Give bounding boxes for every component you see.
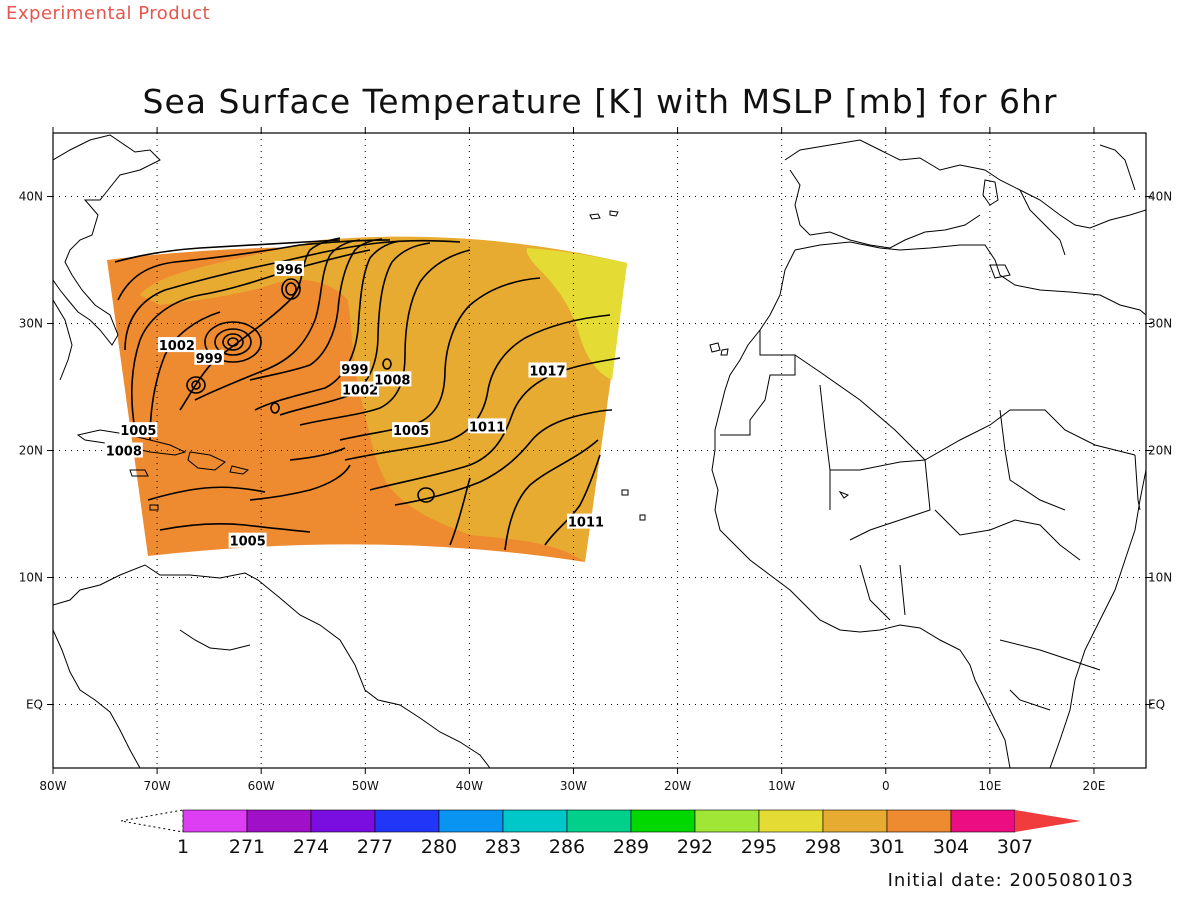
lat-tick-label-right: 30N <box>1148 317 1172 331</box>
pressure-labels: 9961002999999100210081017101110051005100… <box>104 260 605 550</box>
colorbar-bin <box>310 809 376 833</box>
colorbar-label: 274 <box>293 836 329 858</box>
colorbar-bin <box>822 809 888 833</box>
graticule <box>53 133 1146 768</box>
pressure-label: 1011 <box>468 418 507 435</box>
lat-tick-label-right: 10N <box>1148 571 1172 585</box>
lon-tick-label: 40W <box>456 779 483 793</box>
colorbar-label: 304 <box>933 836 969 858</box>
colorbar-label: 295 <box>741 836 777 858</box>
initial-date: Initial date: 2005080103 <box>887 870 1134 891</box>
colorbar-bin <box>886 809 952 833</box>
lon-tick-label: 20W <box>664 779 691 793</box>
pressure-label-text: 1011 <box>568 516 604 531</box>
lon-tick-label: 50W <box>352 779 379 793</box>
colorbar-label: 292 <box>677 836 713 858</box>
pressure-label-text: 1005 <box>393 424 429 439</box>
pressure-label-text: 1011 <box>469 420 505 435</box>
experimental-product-banner: Experimental Product <box>6 3 211 24</box>
pressure-label: 999 <box>194 349 224 367</box>
lat-tick-label: 20N <box>19 444 43 458</box>
colorbar-label: 271 <box>229 836 265 858</box>
lat-tick-label: 30N <box>19 317 43 331</box>
pressure-label: 1008 <box>373 371 412 388</box>
pressure-label: 1002 <box>157 337 196 354</box>
north-america-coast <box>53 134 161 346</box>
colorbar: 1 271 274 277 280 283 286 289 292 295 298 301 304 307 <box>120 809 1081 858</box>
pressure-label-text: 1008 <box>374 373 410 388</box>
colorbar-bin <box>438 809 504 833</box>
pressure-label-text: 1017 <box>529 364 565 379</box>
pressure-label-text: 1005 <box>230 535 266 550</box>
axis-ticks: 80W 70W 60W 50W 40W 30W 20W 10W 0 10E 20E EQ EQ 10N 10… <box>19 127 1172 793</box>
colorbar-label: 298 <box>805 836 841 858</box>
colorbar-label: 301 <box>869 836 905 858</box>
lon-tick-label: 20E <box>1083 779 1106 793</box>
colorbar-bin <box>950 809 1016 833</box>
lat-tick-label: EQ <box>26 698 43 712</box>
colorbar-over-arrow <box>1015 810 1081 832</box>
lon-tick-label: 10W <box>768 779 795 793</box>
pressure-label: 1008 <box>104 442 143 460</box>
pressure-label-text: 999 <box>196 352 223 367</box>
colorbar-label: 1 <box>177 836 189 858</box>
lat-tick-label-right: 40N <box>1148 190 1172 204</box>
colorbar-bin <box>246 809 312 833</box>
colorbar-label: 286 <box>549 836 585 858</box>
pressure-label-text: 1002 <box>342 384 378 399</box>
pressure-label: 1011 <box>566 513 605 531</box>
lat-tick-label: 10N <box>19 571 43 585</box>
sst-zone-mid <box>140 236 627 562</box>
country-borders <box>720 330 796 436</box>
pressure-label-text: 1002 <box>159 339 195 354</box>
lon-tick-label: 80W <box>39 779 66 793</box>
colorbar-label: 283 <box>485 836 521 858</box>
colorbar-bin <box>566 809 632 833</box>
pressure-label-text: 1005 <box>120 424 156 439</box>
colorbar-bin <box>630 809 696 833</box>
coastlines <box>53 134 1146 768</box>
lon-tick-label: 70W <box>144 779 171 793</box>
pressure-label: 1017 <box>528 362 567 379</box>
colorbar-label: 307 <box>997 836 1033 858</box>
chart-title: Sea Surface Temperature [K] with MSLP [m… <box>142 82 1058 121</box>
lon-tick-label: 30W <box>560 779 587 793</box>
south-america-coast <box>53 564 491 768</box>
pressure-label: 1005 <box>228 532 267 550</box>
lon-tick-label: 10E <box>978 779 1001 793</box>
colorbar-under-arrow <box>120 809 184 833</box>
pressure-label: 999 <box>340 361 370 378</box>
hispaniola-coast <box>187 451 226 471</box>
lon-tick-label: 0 <box>882 779 890 793</box>
lat-tick-label: 40N <box>19 190 43 204</box>
pressure-label: 996 <box>274 260 305 278</box>
pressure-label-text: 996 <box>276 263 303 278</box>
sst-field <box>107 236 627 563</box>
lat-tick-label-right: 20N <box>1148 444 1172 458</box>
colorbar-label: 289 <box>613 836 649 858</box>
lon-tick-label: 60W <box>248 779 275 793</box>
mslp-contours <box>114 237 621 551</box>
pressure-label: 1005 <box>392 422 431 439</box>
colorbar-bin <box>694 809 760 833</box>
colorbar-label: 280 <box>421 836 457 858</box>
sst-zone-cool <box>526 248 627 380</box>
colorbar-bin <box>182 809 248 833</box>
pressure-label-text: 999 <box>341 363 368 378</box>
colorbar-label: 277 <box>357 836 393 858</box>
africa-coast <box>794 241 1146 316</box>
colorbar-bin <box>374 809 440 833</box>
europe-coast <box>784 139 1146 229</box>
lat-tick-label-right: EQ <box>1148 698 1165 712</box>
pressure-label: 1002 <box>341 381 380 399</box>
colorbar-bin <box>502 809 568 833</box>
colorbar-bin <box>758 809 824 833</box>
pressure-label: 1005 <box>119 422 158 439</box>
pressure-label-text: 1008 <box>106 445 142 460</box>
